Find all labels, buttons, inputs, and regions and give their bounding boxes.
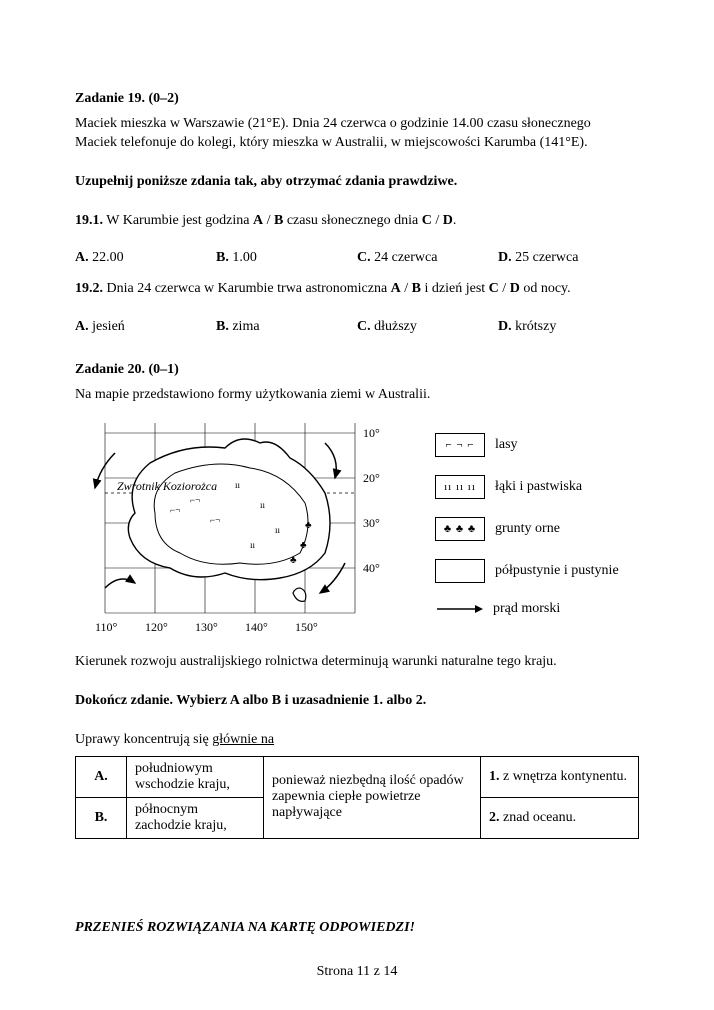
svg-text:20°: 20° xyxy=(363,471,380,485)
svg-text:110°: 110° xyxy=(95,620,118,634)
footer-instruction: PRZENIEŚ ROZWIĄZANIA NA KARTĘ ODPOWIEDZI… xyxy=(75,919,639,938)
task19-instruction: Uzupełnij poniższe zdania tak, aby otrzy… xyxy=(75,173,639,192)
task19-header: Zadanie 19. (0–2) xyxy=(75,90,639,109)
task20-answer-table: A. południowymwschodzie kraju, ponieważ … xyxy=(75,756,639,839)
svg-text:♣: ♣ xyxy=(290,555,297,566)
task19-q1: 19.1. W Karumbie jest godzina A / B czas… xyxy=(75,212,639,231)
legend-current-icon xyxy=(435,602,483,616)
australia-map: ⌐¬⌐¬⌐¬ ıııııııı ♣♣♣ Zw xyxy=(75,413,395,643)
svg-text:⌐¬: ⌐¬ xyxy=(210,515,220,525)
svg-text:30°: 30° xyxy=(363,516,380,530)
task19-q1-options: A. 22.00 B. 1.00 C. 24 czerwca D. 25 cze… xyxy=(75,250,639,266)
svg-text:10°: 10° xyxy=(363,426,380,440)
task20-header: Zadanie 20. (0–1) xyxy=(75,361,639,380)
legend-desert-icon xyxy=(435,559,485,583)
task20-after-map: Kierunek rozwoju australijskiego rolnict… xyxy=(75,653,639,672)
svg-text:⌐¬: ⌐¬ xyxy=(170,505,180,515)
svg-text:ıı: ıı xyxy=(250,540,256,550)
svg-text:⌐¬: ⌐¬ xyxy=(190,495,200,505)
tropic-label: Zwrotnik Koziorożca xyxy=(117,479,217,493)
page: Zadanie 19. (0–2) Maciek mieszka w Warsz… xyxy=(0,0,714,1010)
svg-text:♣: ♣ xyxy=(300,540,307,551)
task19-intro: Maciek mieszka w Warszawie (21°E). Dnia … xyxy=(75,115,639,153)
map-legend: ⌐ ¬ ⌐ lasy ıı ıı ıı łąki i pastwiska ♣ ♣… xyxy=(435,413,619,643)
map-and-legend: ⌐¬⌐¬⌐¬ ıııııııı ♣♣♣ Zw xyxy=(75,413,639,643)
svg-text:ıı: ıı xyxy=(260,500,266,510)
legend-desert-label: półpustynie i pustynie xyxy=(495,563,619,579)
page-number: Strona 11 z 14 xyxy=(0,964,714,980)
svg-text:♣: ♣ xyxy=(305,520,312,531)
legend-grassland-label: łąki i pastwiska xyxy=(495,479,582,495)
legend-arable-label: grunty orne xyxy=(495,521,560,537)
task19-q2: 19.2. Dnia 24 czerwca w Karumbie trwa as… xyxy=(75,280,639,299)
svg-text:120°: 120° xyxy=(145,620,168,634)
legend-current-label: prąd morski xyxy=(493,601,560,617)
task20-instruction: Dokończ zdanie. Wybierz A albo B i uzasa… xyxy=(75,692,639,711)
svg-text:40°: 40° xyxy=(363,561,380,575)
svg-text:140°: 140° xyxy=(245,620,268,634)
task19-q2-options: A. jesień B. zima C. dłuższy D. krótszy xyxy=(75,319,639,335)
legend-arable-icon: ♣ ♣ ♣ xyxy=(435,517,485,541)
legend-grassland-icon: ıı ıı ıı xyxy=(435,475,485,499)
task20-intro: Na mapie przedstawiono formy użytkowania… xyxy=(75,386,639,405)
legend-forest-label: lasy xyxy=(495,437,518,453)
legend-forest-icon: ⌐ ¬ ⌐ xyxy=(435,433,485,457)
svg-text:150°: 150° xyxy=(295,620,318,634)
svg-text:130°: 130° xyxy=(195,620,218,634)
svg-text:ıı: ıı xyxy=(275,525,281,535)
task20-lead: Uprawy koncentrują się głównie na xyxy=(75,731,639,750)
svg-text:ıı: ıı xyxy=(235,480,241,490)
